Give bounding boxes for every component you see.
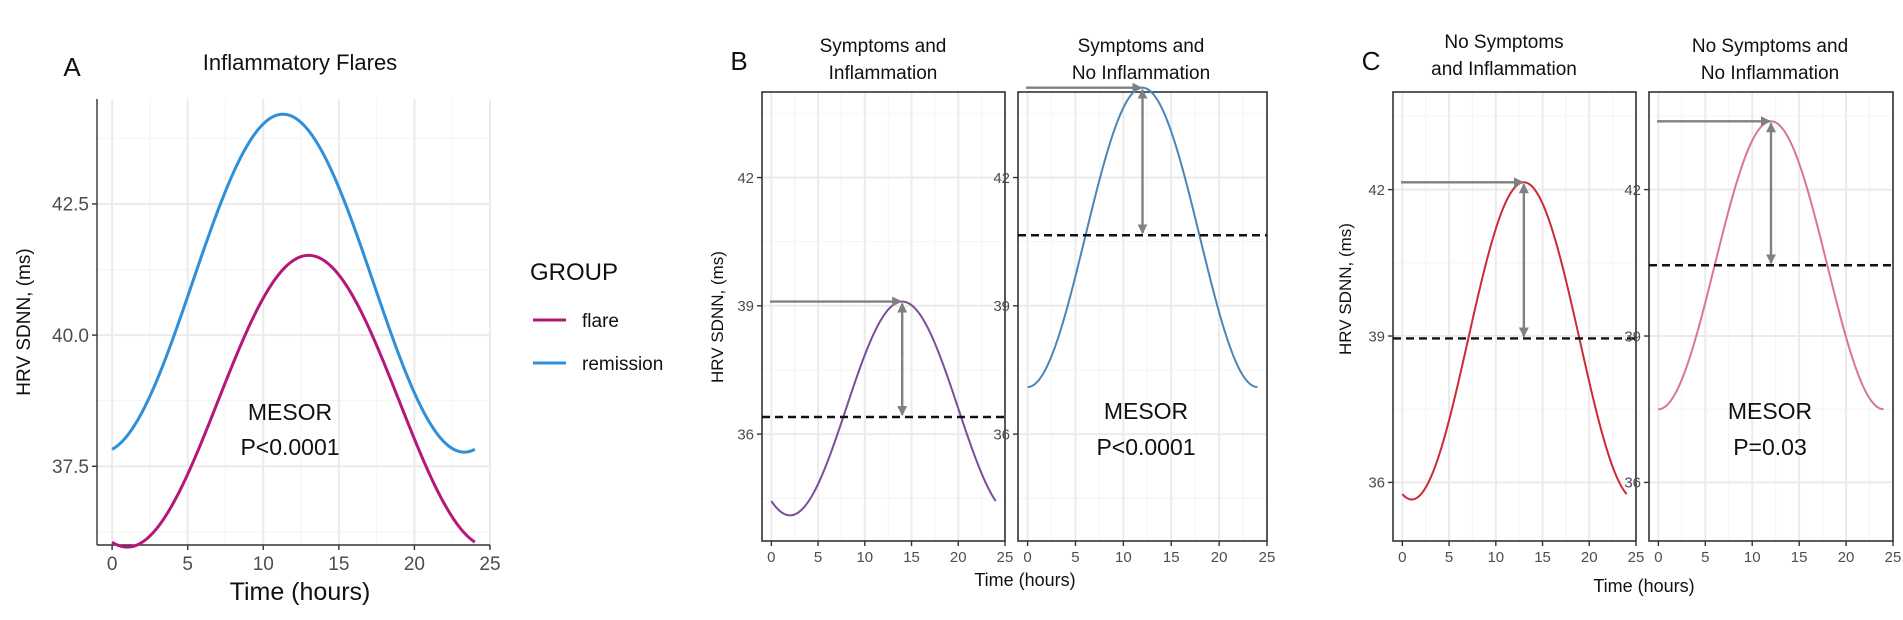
annotation-text: P<0.0001 <box>1096 434 1195 460</box>
x-tick-label: 15 <box>1163 549 1180 566</box>
x-axis-title: Time (hours) <box>1593 576 1694 596</box>
series-line-cosinor <box>1658 120 1884 411</box>
y-tick-label: 39 <box>1624 328 1641 345</box>
panel-title-line: No Inflammation <box>1701 63 1839 84</box>
x-tick-label: 20 <box>1838 549 1855 566</box>
x-tick-label: 5 <box>1445 549 1453 566</box>
x-tick-label: 25 <box>997 549 1014 566</box>
annotation-text: P<0.0001 <box>240 434 339 460</box>
x-tick-label: 0 <box>1398 549 1406 566</box>
panel-3: 0 5 10 15 20 25 36 39 42 Symptoms and No Inflammat… <box>993 36 1275 566</box>
x-tick-label: 20 <box>404 554 425 575</box>
y-tick-label: 37.5 <box>52 457 89 478</box>
panel-5: 0 5 10 15 20 25 36 39 42 No Symptoms and No Inflam… <box>1624 36 1901 566</box>
panel-letter: C <box>1362 46 1381 76</box>
x-tick-label: 10 <box>856 549 873 566</box>
x-tick-label: 10 <box>1115 549 1132 566</box>
panel-title-line: Symptoms and <box>1078 36 1205 57</box>
y-tick-label: 42 <box>1368 182 1385 199</box>
y-tick-label: 36 <box>737 426 754 443</box>
x-tick-label: 20 <box>950 549 967 566</box>
y-tick-label: 42.5 <box>52 195 89 216</box>
x-tick-label: 0 <box>1654 549 1662 566</box>
panel-letter: A <box>63 52 81 82</box>
panel-frame <box>1392 91 1637 542</box>
x-tick-label: 0 <box>1023 549 1031 566</box>
series-line-remission <box>111 112 476 454</box>
x-tick-label: 10 <box>253 554 274 575</box>
y-axis-title: HRV SDNN, (ms) <box>1336 223 1355 355</box>
legend-label: flare <box>582 311 619 332</box>
y-tick-label: 39 <box>993 298 1010 315</box>
x-tick-label: 15 <box>903 549 920 566</box>
y-tick-label: 39 <box>1368 328 1385 345</box>
x-tick-label: 10 <box>1487 549 1504 566</box>
panel-frame <box>761 91 1006 542</box>
y-tick-label: 42 <box>1624 182 1641 199</box>
y-tick-label: 42 <box>737 170 754 187</box>
x-tick-label: 5 <box>1701 549 1709 566</box>
annotation-text: MESOR <box>248 399 332 425</box>
x-tick-label: 10 <box>1744 549 1761 566</box>
y-tick-label: 42 <box>993 170 1010 187</box>
panel-title-line: Symptoms and <box>820 36 947 57</box>
legend-label: remission <box>582 354 663 375</box>
y-tick-label: 39 <box>737 298 754 315</box>
x-tick-label: 25 <box>479 554 500 575</box>
x-tick-label: 25 <box>1628 549 1645 566</box>
y-axis-title: HRV SDNN, (ms) <box>14 248 35 395</box>
y-tick-label: 36 <box>1624 475 1641 492</box>
panel-title: Inflammatory Flares <box>203 50 397 75</box>
series-line-cosinor <box>1401 181 1628 501</box>
annotation-text: MESOR <box>1104 398 1188 424</box>
x-axis-title: Time (hours) <box>974 570 1075 590</box>
legend: GROUP flare remission <box>530 259 663 375</box>
x-tick-label: 0 <box>107 554 118 575</box>
x-tick-label: 5 <box>814 549 822 566</box>
y-tick-label: 40.0 <box>52 326 89 347</box>
x-tick-label: 20 <box>1211 549 1228 566</box>
y-tick-label: 36 <box>1368 475 1385 492</box>
series-line-flare <box>111 253 476 549</box>
y-tick-label: 36 <box>993 426 1010 443</box>
x-tick-label: 20 <box>1581 549 1598 566</box>
panel-frame <box>1648 91 1894 542</box>
panel-title-line: No Symptoms and <box>1692 36 1848 57</box>
x-tick-label: 25 <box>1259 549 1276 566</box>
panel-2: 0 5 10 15 20 25 36 39 42 Symptoms and Inflammation… <box>708 36 1076 590</box>
x-tick-label: 25 <box>1885 549 1902 566</box>
x-tick-label: 0 <box>767 549 775 566</box>
panel-letter: B <box>730 46 747 76</box>
x-tick-label: 15 <box>1791 549 1808 566</box>
annotation-text: MESOR <box>1728 398 1812 424</box>
panel-1: 0 5 10 15 20 25 37.5 40.0 42.5 Inflammatory Flare… <box>14 50 663 606</box>
x-tick-label: 15 <box>328 554 349 575</box>
panel-4: 0 5 10 15 20 25 36 39 42 No Symptoms and Inflammat… <box>1336 32 1695 596</box>
panel-title-line: and Inflammation <box>1431 59 1577 80</box>
legend-title: GROUP <box>530 259 618 286</box>
series-line-cosinor <box>770 300 997 517</box>
y-axis-title: HRV SDNN, (ms) <box>708 251 727 383</box>
panel-title-line: No Symptoms <box>1444 32 1563 53</box>
series-line-cosinor <box>1027 86 1258 389</box>
x-axis-title: Time (hours) <box>230 578 371 606</box>
panel-title-line: Inflammation <box>829 63 938 84</box>
x-tick-label: 5 <box>1071 549 1079 566</box>
annotation-text: P=0.03 <box>1733 434 1807 460</box>
x-tick-label: 15 <box>1534 549 1551 566</box>
x-tick-label: 5 <box>182 554 193 575</box>
panel-title-line: No Inflammation <box>1072 63 1210 84</box>
